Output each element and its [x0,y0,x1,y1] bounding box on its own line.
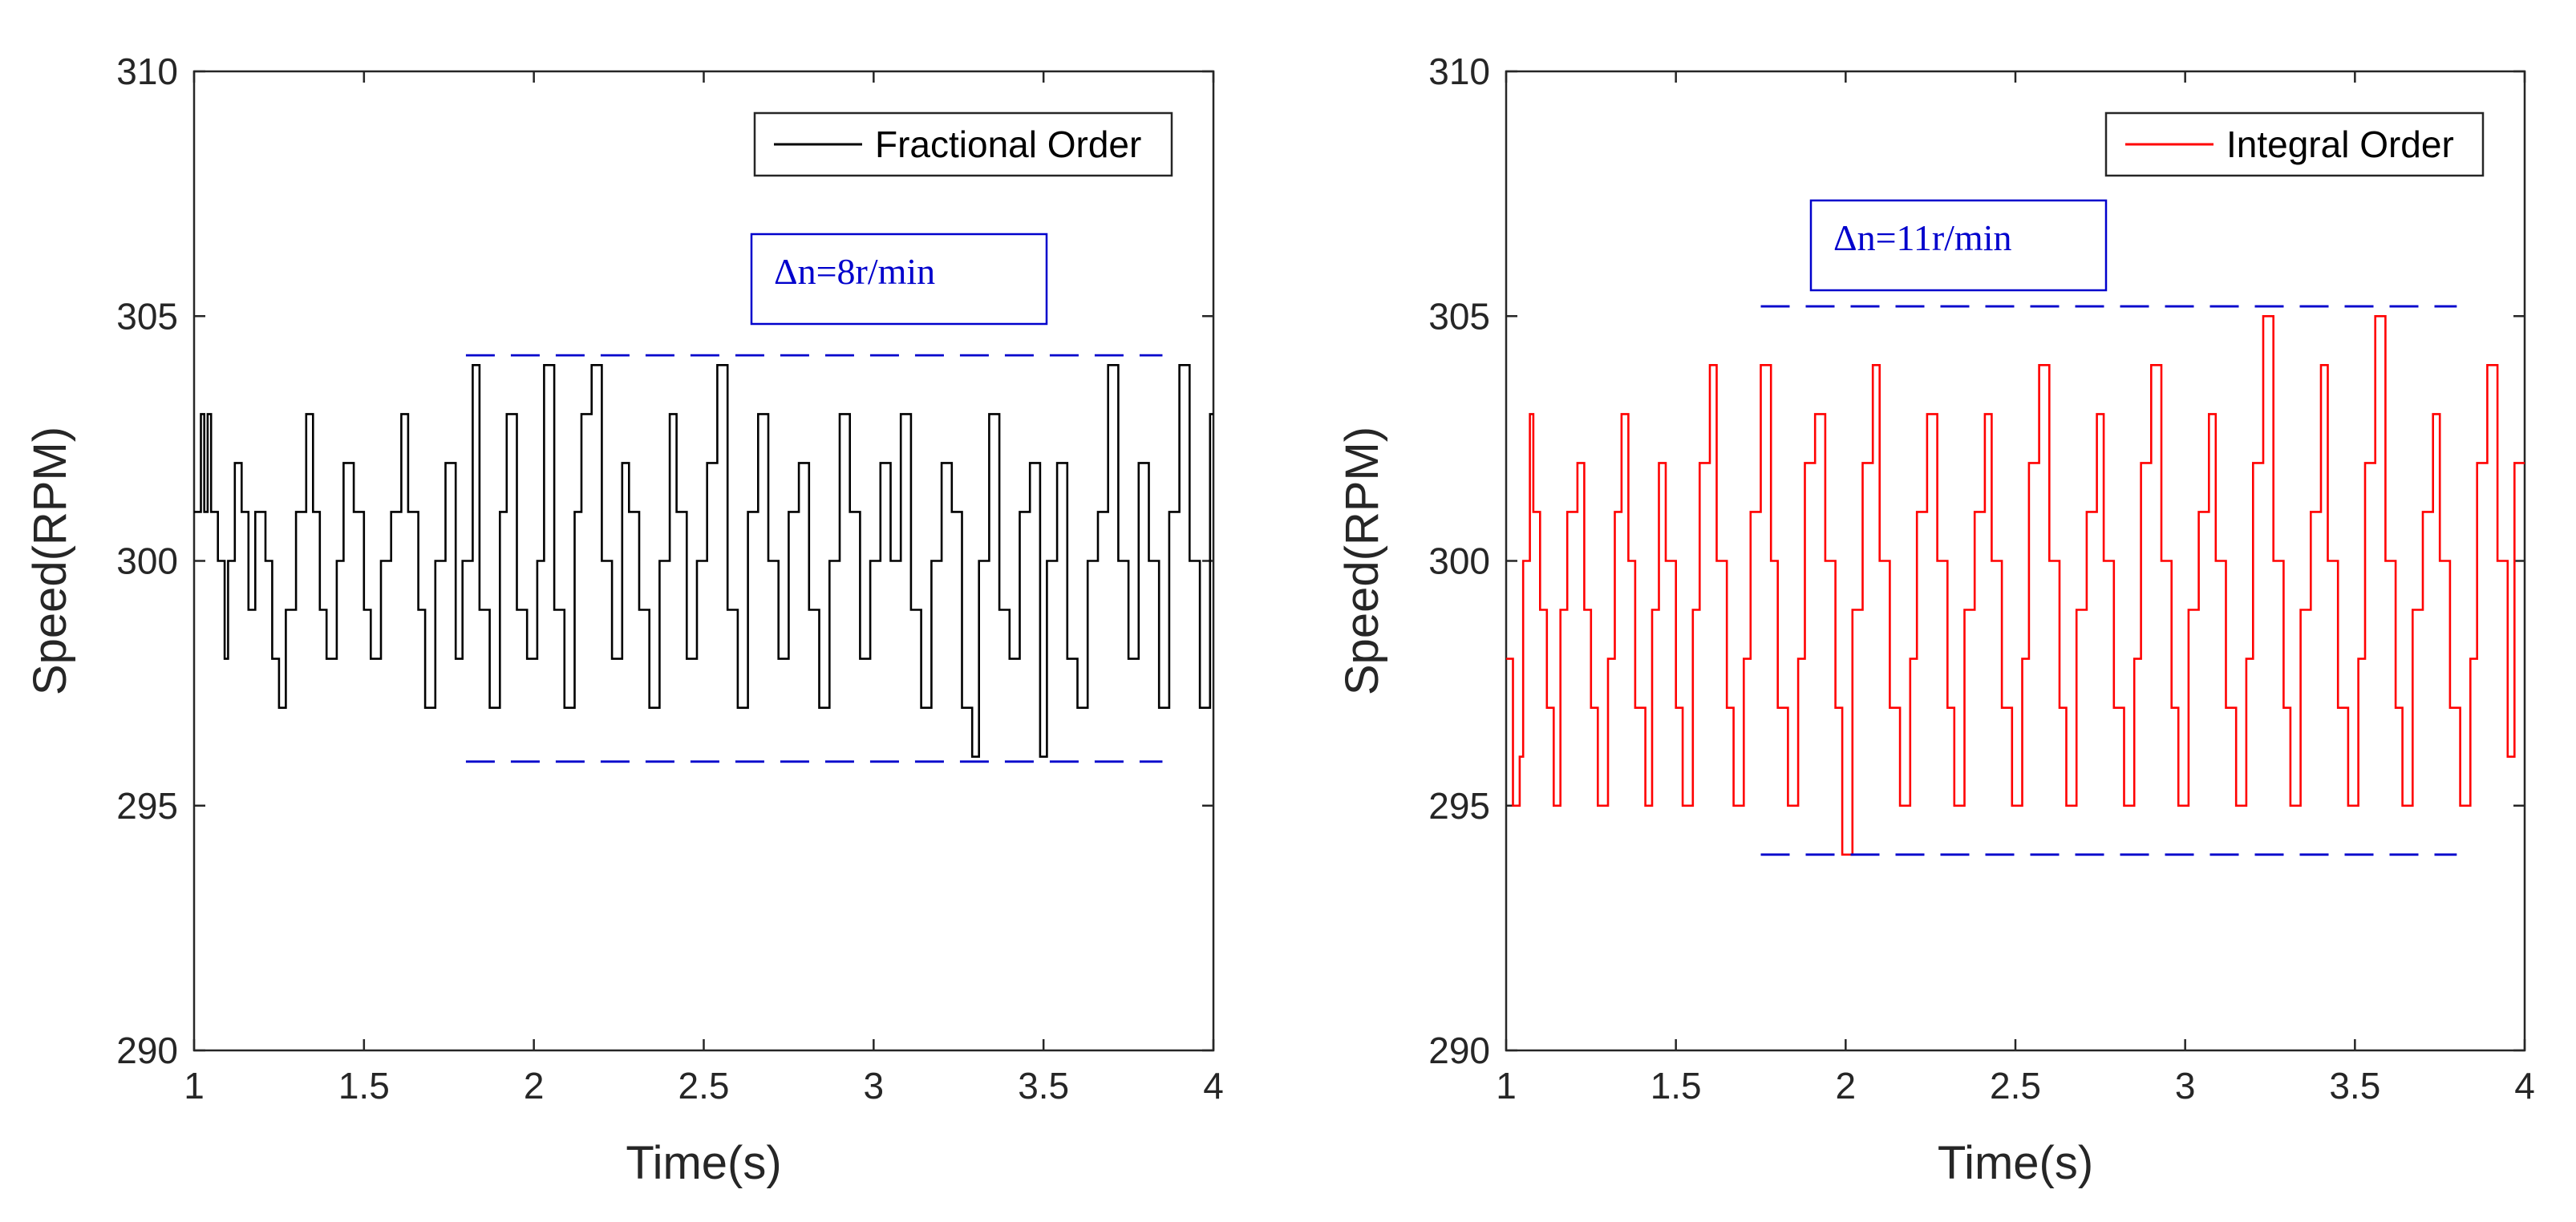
y-tick-label-fractional: 295 [116,785,178,827]
legend-label-integral: Integral Order [2226,123,2454,165]
y-tick-label-integral: 290 [1428,1030,1490,1071]
chart-panel-fractional: 1 1.5 2 2.5 3 3.5 4 290 295 300 305 310 Time(s) Speed… [24,51,1224,1189]
x-tick-label-fractional: 2 [524,1065,545,1107]
series-line-fractional [194,364,1213,758]
x-axis-label-fractional: Time(s) [626,1137,781,1189]
delta-annotation-box-fractional [750,233,1048,326]
delta-annotation-box-integral [1809,199,2108,292]
y-tick-label-integral: 300 [1428,540,1490,582]
delta-annotation-text-integral: Δn=11r/min [1833,217,2011,258]
x-tick-label-fractional: 3 [864,1065,885,1107]
x-tick-label-integral: 2 [1836,1065,1857,1107]
series-line-integral [1506,315,2525,856]
x-tick-label-fractional: 4 [1203,1065,1224,1107]
x-axis-label-integral: Time(s) [1938,1137,2093,1189]
y-tick-label-fractional: 300 [116,540,178,582]
x-tick-label-integral: 3 [2175,1065,2196,1107]
x-tick-label-fractional: 3.5 [1018,1065,1069,1107]
legend-label-fractional: Fractional Order [875,123,1141,165]
y-tick-label-fractional: 310 [116,51,178,92]
x-tick-label-integral: 4 [2514,1065,2535,1107]
x-tick-label-fractional: 1 [184,1065,205,1107]
y-tick-label-integral: 295 [1428,785,1490,827]
delta-annotation-fractional: Δn=8r/min [750,233,1048,326]
y-tick-label-integral: 305 [1428,295,1490,337]
y-axis-label-integral: Speed(RPM) [1336,427,1388,695]
delta-annotation-integral: Δn=11r/min [1809,199,2108,292]
chart-panel-integral: 1 1.5 2 2.5 3 3.5 4 290 295 300 305 310 Time(s) Speed… [1336,51,2535,1189]
y-tick-label-integral: 310 [1428,51,1490,92]
y-tick-label-fractional: 305 [116,295,178,337]
y-axis-label-fractional: Speed(RPM) [24,427,76,695]
x-tick-label-integral: 3.5 [2329,1065,2380,1107]
y-tick-label-fractional: 290 [116,1030,178,1071]
x-tick-label-fractional: 2.5 [678,1065,730,1107]
x-tick-label-integral: 2.5 [1990,1065,2041,1107]
legend-integral: Integral Order [2104,111,2485,177]
legend-box-integral [2104,111,2485,177]
legend-fractional: Fractional Order [753,111,1173,177]
x-tick-label-integral: 1.5 [1651,1065,1702,1107]
x-tick-label-fractional: 1.5 [338,1065,390,1107]
x-tick-label-integral: 1 [1496,1065,1517,1107]
delta-annotation-text-fractional: Δn=8r/min [774,251,935,292]
